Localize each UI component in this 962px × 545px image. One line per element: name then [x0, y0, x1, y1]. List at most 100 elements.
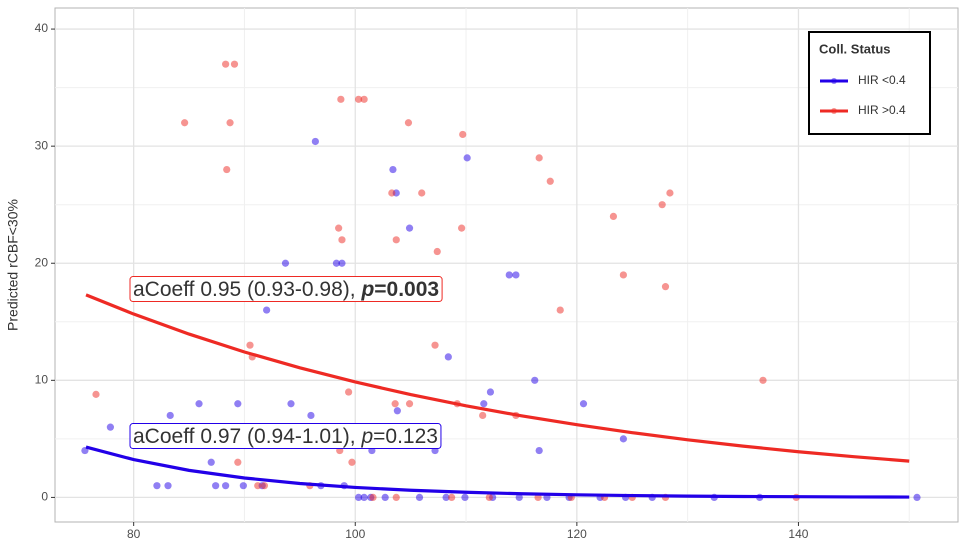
legend-label: HIR <0.4 [858, 73, 906, 87]
point [405, 400, 414, 408]
point [181, 119, 189, 127]
point [348, 458, 356, 466]
point [485, 493, 493, 502]
point [338, 236, 346, 244]
point [338, 259, 346, 267]
annotation-text: aCoeff 0.95 (0.93-0.98), p=0.003 [133, 278, 439, 301]
point [392, 236, 400, 244]
point [230, 60, 239, 68]
legend-title: Coll. Status [819, 41, 891, 56]
point [531, 376, 539, 384]
point [619, 435, 627, 443]
point [431, 341, 439, 349]
point [106, 423, 114, 431]
point [535, 446, 543, 455]
marks [81, 60, 921, 502]
legend: Coll. Status HIR <0.4 HIR >0.4 [808, 31, 931, 135]
legend-point [831, 108, 837, 114]
y-tick-label: 0 [41, 490, 48, 504]
annotation-box [129, 423, 442, 450]
point [92, 390, 100, 398]
point [759, 376, 767, 384]
point [212, 482, 220, 490]
point [345, 388, 353, 396]
point [546, 177, 554, 185]
point [393, 407, 401, 415]
point [354, 95, 363, 103]
point [222, 482, 230, 490]
point [164, 482, 172, 490]
point [360, 493, 368, 502]
point [658, 201, 666, 209]
legend-point [831, 78, 837, 84]
point [223, 165, 231, 174]
point [512, 271, 520, 279]
point [195, 400, 203, 408]
annotation-box [129, 276, 443, 303]
annotation: aCoeff 0.97 (0.94-1.01), p=0.123 [129, 423, 442, 450]
y-tick-label: 20 [35, 255, 49, 269]
point [661, 283, 670, 291]
point [619, 271, 627, 279]
y-tick-label: 40 [35, 21, 49, 35]
legend-label: HIR >0.4 [858, 103, 906, 117]
y-tick-label: 10 [35, 372, 49, 386]
p-symbol: p [360, 425, 373, 448]
x-tick-label: 120 [567, 527, 587, 541]
point [166, 411, 174, 420]
point [479, 411, 487, 420]
point [913, 493, 921, 502]
point [239, 482, 247, 490]
point [556, 306, 564, 314]
point [260, 482, 269, 490]
point [234, 400, 242, 408]
point [461, 493, 469, 502]
point [442, 493, 450, 502]
point [389, 165, 397, 174]
point [480, 400, 488, 408]
annotation: aCoeff 0.95 (0.93-0.98), p=0.003 [129, 276, 443, 303]
legend-box [808, 31, 931, 135]
point [388, 189, 396, 197]
p-value: =0.123 [373, 425, 438, 448]
point [369, 493, 377, 502]
point [458, 224, 466, 232]
point [246, 341, 254, 349]
point [515, 493, 523, 502]
annotation-text: aCoeff 0.97 (0.94-1.01), p=0.123 [133, 425, 438, 448]
point [287, 400, 295, 408]
point [222, 60, 230, 68]
point [444, 353, 452, 361]
point [404, 119, 413, 127]
point [311, 137, 319, 146]
point [153, 482, 161, 490]
p-symbol: p [360, 278, 374, 301]
y-axis-title: Predicted rCBF<30% [5, 199, 21, 331]
point [486, 388, 495, 396]
point [415, 493, 424, 502]
point [505, 271, 513, 279]
point [392, 493, 400, 502]
x-tick-label: 80 [127, 527, 141, 541]
point [254, 482, 262, 490]
point [381, 493, 389, 502]
y-tick-label: 30 [35, 138, 49, 152]
point [448, 493, 456, 502]
p-value: =0.003 [374, 278, 439, 301]
point [609, 212, 618, 221]
point [234, 458, 242, 466]
point [405, 224, 414, 232]
x-tick-label: 100 [345, 527, 365, 541]
point [307, 411, 315, 420]
point [207, 458, 215, 466]
point [354, 493, 363, 502]
point [418, 189, 426, 197]
x-tick-label: 140 [788, 527, 808, 541]
point [263, 306, 271, 314]
point [391, 400, 399, 408]
point [666, 189, 674, 197]
point [226, 119, 234, 127]
annotation-label: aCoeff 0.95 (0.93-0.98), [133, 278, 361, 301]
point [535, 154, 543, 162]
